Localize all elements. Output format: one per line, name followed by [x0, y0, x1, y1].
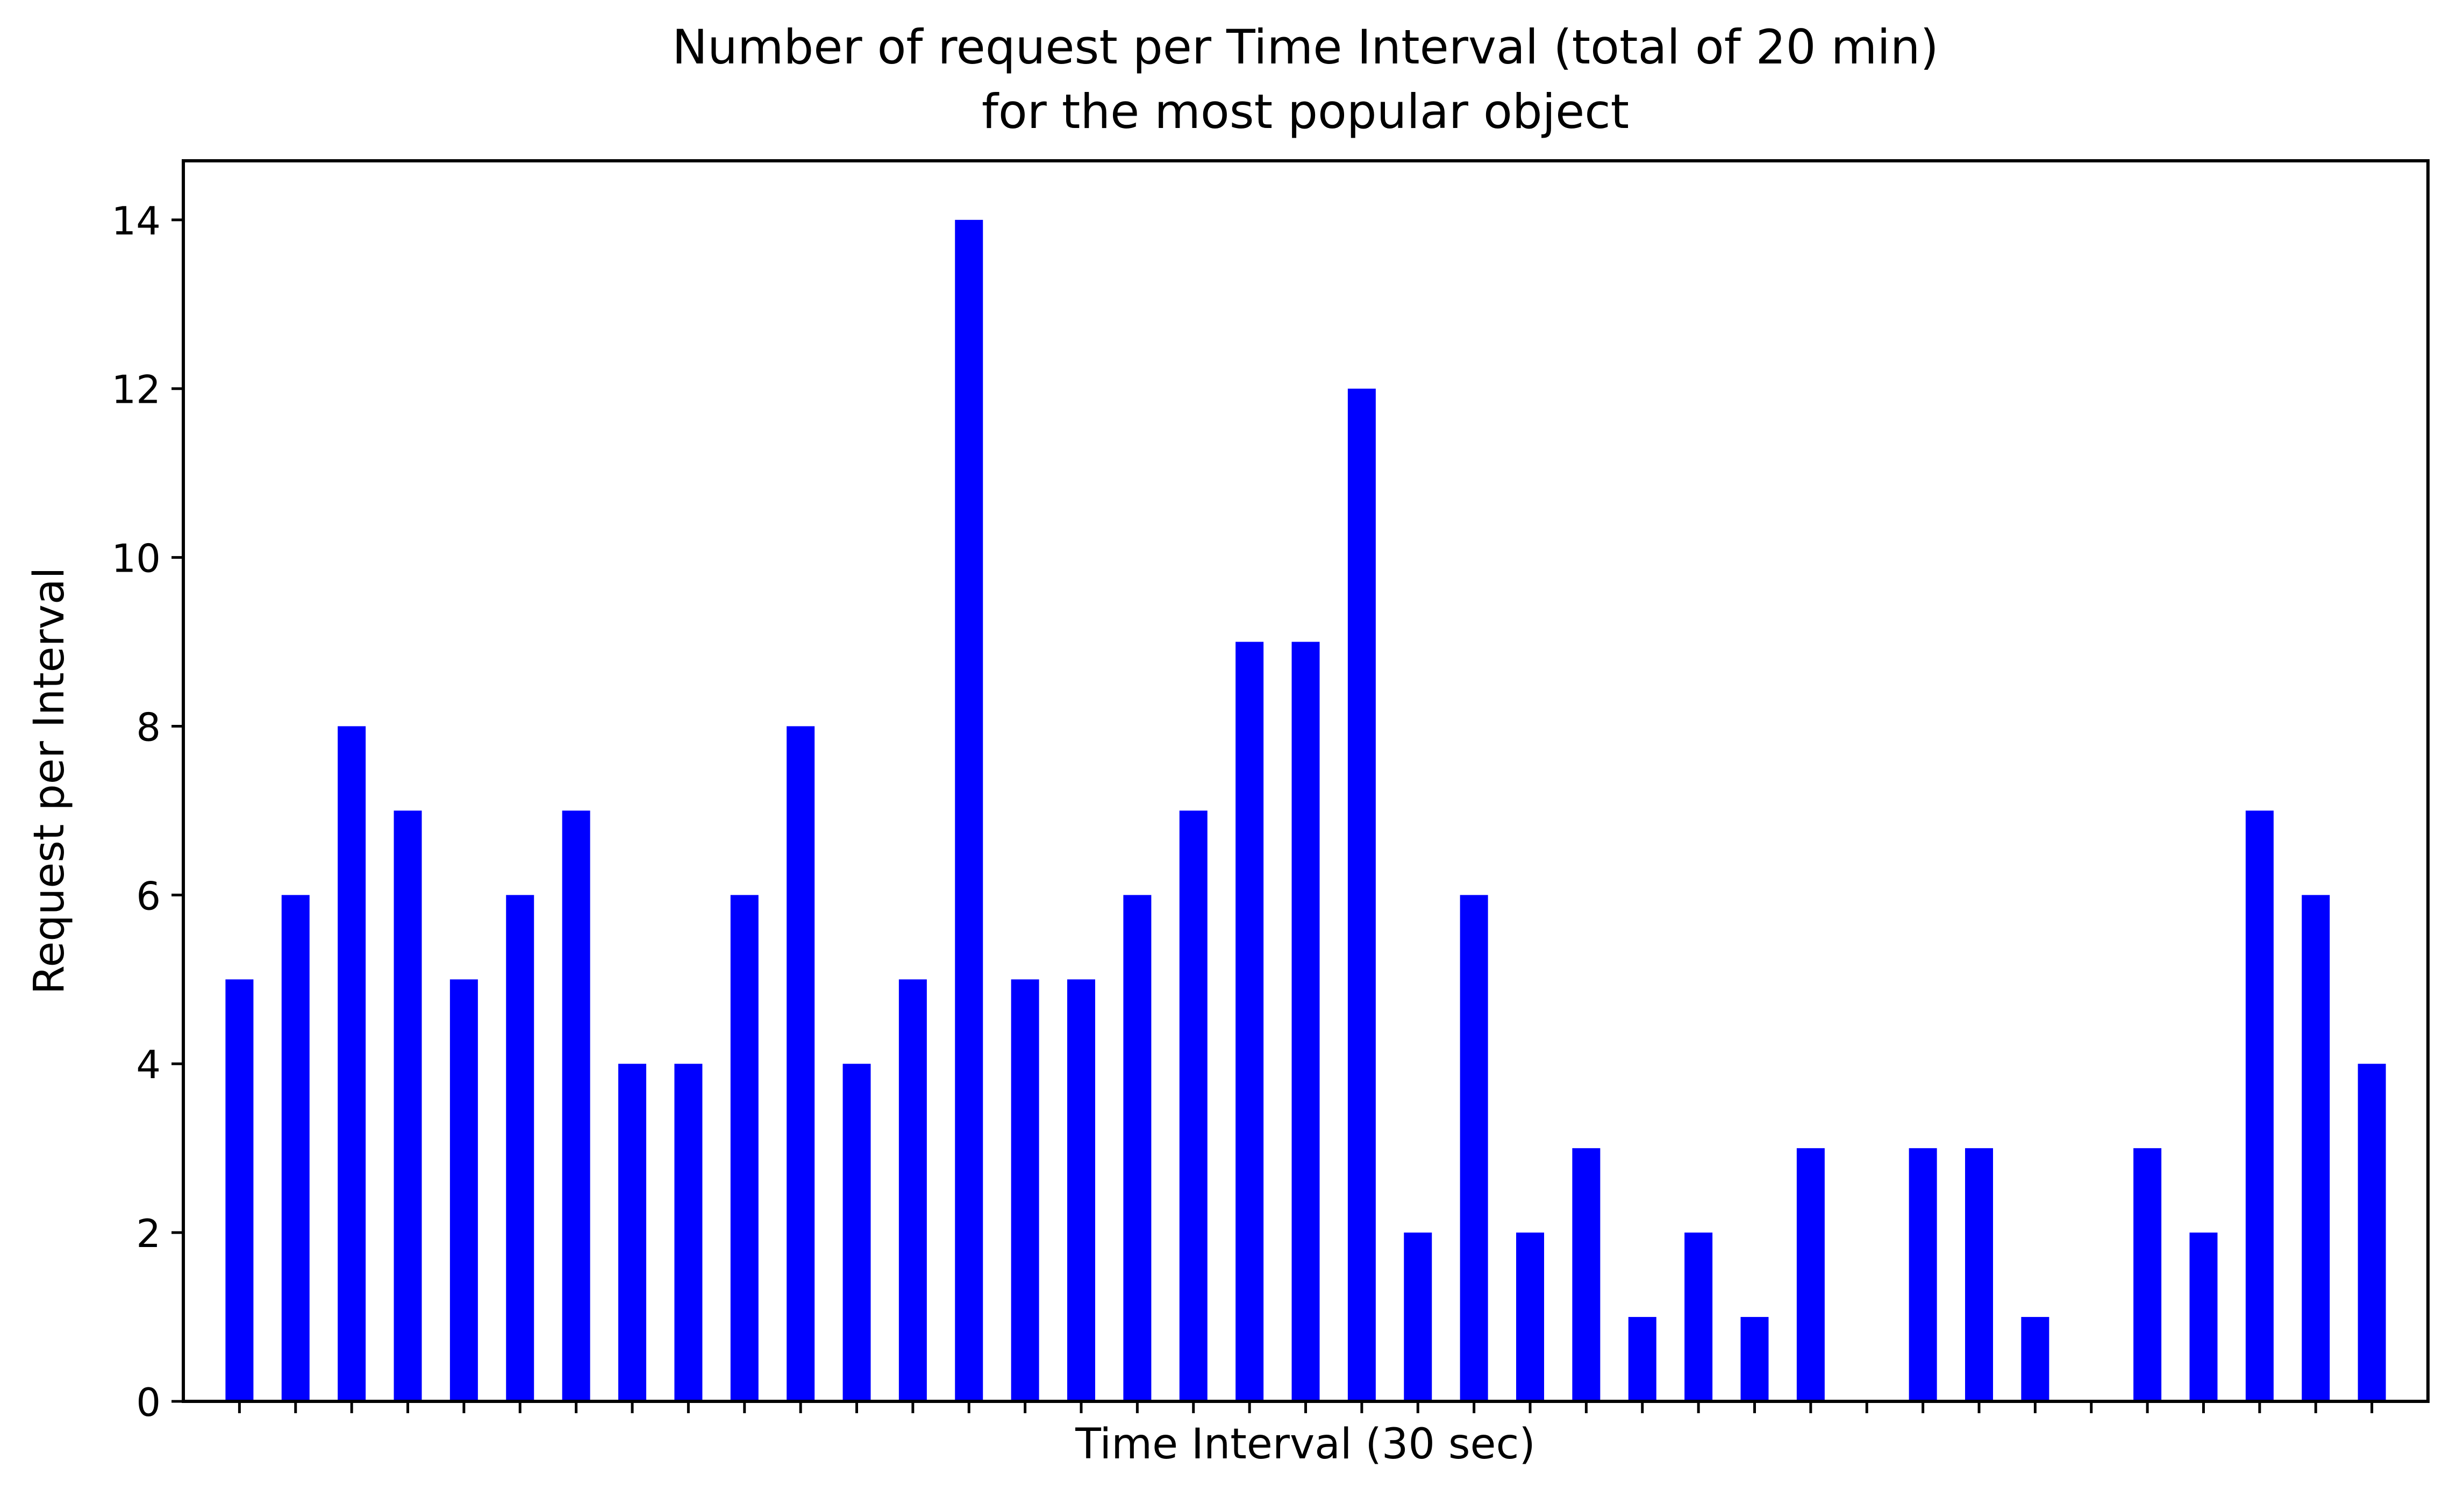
- y-tick-label: 2: [136, 1211, 161, 1256]
- bar: [1965, 1148, 1993, 1401]
- bar: [225, 979, 254, 1401]
- plot-frame: [182, 159, 2430, 1403]
- bar: [955, 219, 983, 1401]
- bar: [1572, 1148, 1601, 1401]
- y-tick-label: 10: [111, 536, 161, 581]
- bar: [898, 979, 927, 1401]
- y-tick-label: 14: [111, 198, 161, 244]
- y-tick-label: 0: [136, 1380, 161, 1425]
- bar: [2189, 1233, 2218, 1401]
- bar: [1404, 1233, 1432, 1401]
- bar: [449, 979, 478, 1401]
- bar: [506, 895, 534, 1401]
- plot-area: [225, 219, 2386, 1402]
- bar: [1516, 1233, 1544, 1401]
- y-axis-label: Request per Interval: [25, 567, 74, 995]
- bar: [2245, 810, 2274, 1401]
- bar: [338, 726, 366, 1401]
- bar: [787, 726, 815, 1401]
- y-axis: 0 2 4 6 8 10 12 14: [111, 198, 183, 1425]
- y-tick-label: 12: [111, 367, 161, 412]
- bar: [1740, 1317, 1769, 1401]
- bar: [1909, 1148, 1937, 1401]
- bar: [1179, 810, 1208, 1401]
- bar: [1291, 642, 1320, 1401]
- bar: [618, 1064, 646, 1401]
- bar: [674, 1064, 703, 1401]
- bar: [842, 1064, 871, 1401]
- bar: [2133, 1148, 2162, 1401]
- bar: [394, 810, 422, 1401]
- bar: [1123, 895, 1152, 1401]
- y-tick-label: 4: [136, 1042, 161, 1087]
- x-axis-label: Time Interval (30 sec): [1075, 1420, 1535, 1469]
- bar: [1011, 979, 1039, 1401]
- y-tick-label: 6: [136, 873, 161, 918]
- bar: [1628, 1317, 1656, 1401]
- bar: [2358, 1064, 2386, 1401]
- bar: [1347, 388, 1376, 1402]
- bar: [1067, 979, 1095, 1401]
- bar: [1235, 642, 1264, 1401]
- x-axis: [238, 1401, 2374, 1413]
- bar: [730, 895, 759, 1401]
- bar: [2302, 895, 2330, 1401]
- bar: [1796, 1148, 1825, 1401]
- bar: [2021, 1317, 2049, 1401]
- bar: [1460, 895, 1488, 1401]
- bar: [1684, 1233, 1713, 1401]
- chart-title-line-1: Number of request per Time Interval (tot…: [672, 19, 1939, 75]
- bar: [281, 895, 310, 1401]
- bar: [562, 810, 590, 1401]
- chart-title-line-2: for the most popular object: [982, 84, 1629, 139]
- y-tick-label: 8: [136, 704, 161, 750]
